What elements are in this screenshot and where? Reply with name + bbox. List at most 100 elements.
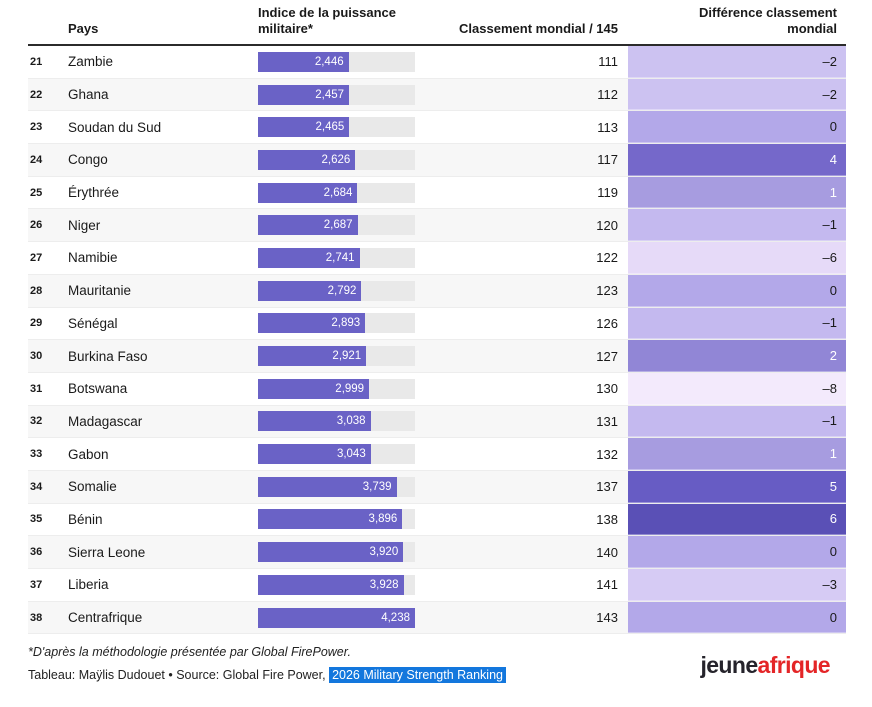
index-bar-track: 3,896: [258, 509, 415, 530]
index-bar-cell: 3,739: [258, 476, 415, 497]
row-rank: 21: [30, 55, 43, 68]
row-country: Érythrée: [68, 185, 120, 201]
row-country: Burkina Faso: [68, 348, 148, 364]
row-rank: 35: [30, 513, 43, 526]
index-bar-value: 2,741: [325, 251, 355, 264]
header-diff-line2: mondial: [787, 21, 837, 36]
row-rank: 23: [30, 121, 43, 134]
ranking-table: Pays Indice de la puissance militaire* C…: [28, 0, 846, 635]
row-country: Liberia: [68, 577, 109, 593]
index-bar: 3,043: [258, 444, 371, 465]
index-bar-value: 2,446: [314, 55, 344, 68]
index-bar-value: 2,893: [331, 317, 361, 330]
table-row: 23 Soudan du Sud 2,465 113 0: [28, 111, 846, 145]
row-world-rank: 127: [596, 348, 618, 364]
row-world-rank: 132: [596, 446, 618, 462]
row-world-rank: 123: [596, 283, 618, 299]
row-diff-cell: –3: [628, 569, 846, 601]
index-bar: 2,626: [258, 149, 356, 170]
row-world-rank: 112: [597, 87, 618, 103]
row-rank: 24: [30, 153, 43, 166]
table-row: 30 Burkina Faso 2,921 127 2: [28, 340, 846, 373]
index-bar-cell: 2,687: [258, 215, 415, 236]
row-world-rank: 143: [596, 610, 618, 626]
row-diff-cell: –8: [628, 372, 846, 405]
row-country: Gabon: [68, 446, 109, 462]
index-bar-cell: 2,446: [258, 51, 415, 72]
index-bar: 2,446: [258, 51, 349, 72]
index-bar-value: 2,792: [327, 284, 357, 297]
index-bar-track: 3,043: [258, 444, 415, 465]
row-rank: 27: [30, 251, 43, 264]
index-bar: 3,920: [258, 542, 404, 563]
index-bar-track: 2,687: [258, 215, 415, 236]
row-rank: 22: [30, 88, 43, 101]
index-bar-cell: 2,893: [258, 313, 415, 334]
credit-line: Tableau: Maÿlis Dudouet • Source: Global…: [28, 667, 506, 683]
row-diff-cell: 5: [628, 470, 846, 503]
row-diff-cell: 4: [628, 144, 846, 176]
index-bar-track: 2,457: [258, 84, 415, 105]
row-diff-cell: –1: [628, 405, 846, 438]
row-rank: 29: [30, 317, 43, 330]
index-bar-value: 3,896: [368, 513, 398, 526]
row-world-rank: 122: [596, 250, 618, 266]
index-bar-track: 2,465: [258, 117, 415, 138]
row-rank: 31: [30, 382, 43, 395]
row-country: Sierra Leone: [68, 544, 146, 560]
row-country: Somalie: [68, 479, 117, 495]
row-diff-cell: 1: [628, 176, 846, 209]
index-bar-track: 2,999: [258, 378, 415, 399]
source-link[interactable]: 2026 Military Strength Ranking: [329, 667, 506, 683]
row-world-rank: 138: [596, 511, 618, 527]
row-world-rank: 141: [596, 577, 618, 593]
index-bar: 3,896: [258, 509, 403, 530]
row-diff-cell: –1: [628, 307, 846, 340]
index-bar-track: 4,238: [258, 607, 415, 628]
header-rank: [28, 37, 68, 44]
row-country: Ghana: [68, 87, 109, 103]
row-rank: 32: [30, 415, 43, 428]
table-row: 35 Bénin 3,896 138 6: [28, 503, 846, 537]
row-rank: 26: [30, 219, 43, 232]
row-diff-cell: 0: [628, 536, 846, 568]
index-bar-value: 3,739: [362, 480, 392, 493]
table-row: 25 Érythrée 2,684 119 1: [28, 176, 846, 210]
row-world-rank: 131: [596, 413, 618, 429]
header-world-rank: Classement mondial / 145: [459, 21, 618, 36]
table-row: 27 Namibie 2,741 122 –6: [28, 242, 846, 275]
row-world-rank: 119: [597, 185, 618, 201]
index-bar-value: 2,687: [323, 219, 353, 232]
table-row: 38 Centrafrique 4,238 143 0: [28, 601, 846, 635]
index-bar-track: 2,792: [258, 280, 415, 301]
table-row: 37 Liberia 3,928 141 –3: [28, 569, 846, 602]
index-bar-value: 2,465: [315, 121, 345, 134]
index-bar-cell: 3,038: [258, 411, 415, 432]
index-bar: 2,457: [258, 84, 350, 105]
row-rank: 36: [30, 546, 43, 559]
index-bar: 2,741: [258, 247, 360, 268]
index-bar: 2,921: [258, 346, 367, 367]
index-bar-track: 2,684: [258, 182, 415, 203]
index-bar-cell: 2,741: [258, 247, 415, 268]
index-bar-track: 2,446: [258, 51, 415, 72]
index-bar-value: 3,920: [369, 546, 399, 559]
index-bar-cell: 2,684: [258, 182, 415, 203]
index-bar-track: 3,928: [258, 574, 415, 595]
row-diff-cell: –6: [628, 242, 846, 274]
row-country: Centrafrique: [68, 610, 143, 626]
index-bar-cell: 3,043: [258, 444, 415, 465]
row-diff-cell: 2: [628, 340, 846, 372]
row-country: Zambie: [68, 54, 114, 70]
index-bar: 3,038: [258, 411, 371, 432]
row-rank: 37: [30, 578, 43, 591]
index-bar-track: 2,626: [258, 149, 415, 170]
table-row: 31 Botswana 2,999 130 –8: [28, 372, 846, 406]
index-bar: 4,238: [258, 607, 415, 628]
index-bar-track: 2,893: [258, 313, 415, 334]
row-rank: 33: [30, 448, 43, 461]
index-bar-cell: 4,238: [258, 607, 415, 628]
row-world-rank: 126: [596, 315, 618, 331]
row-world-rank: 111: [598, 54, 618, 70]
index-bar-cell: 3,928: [258, 574, 415, 595]
